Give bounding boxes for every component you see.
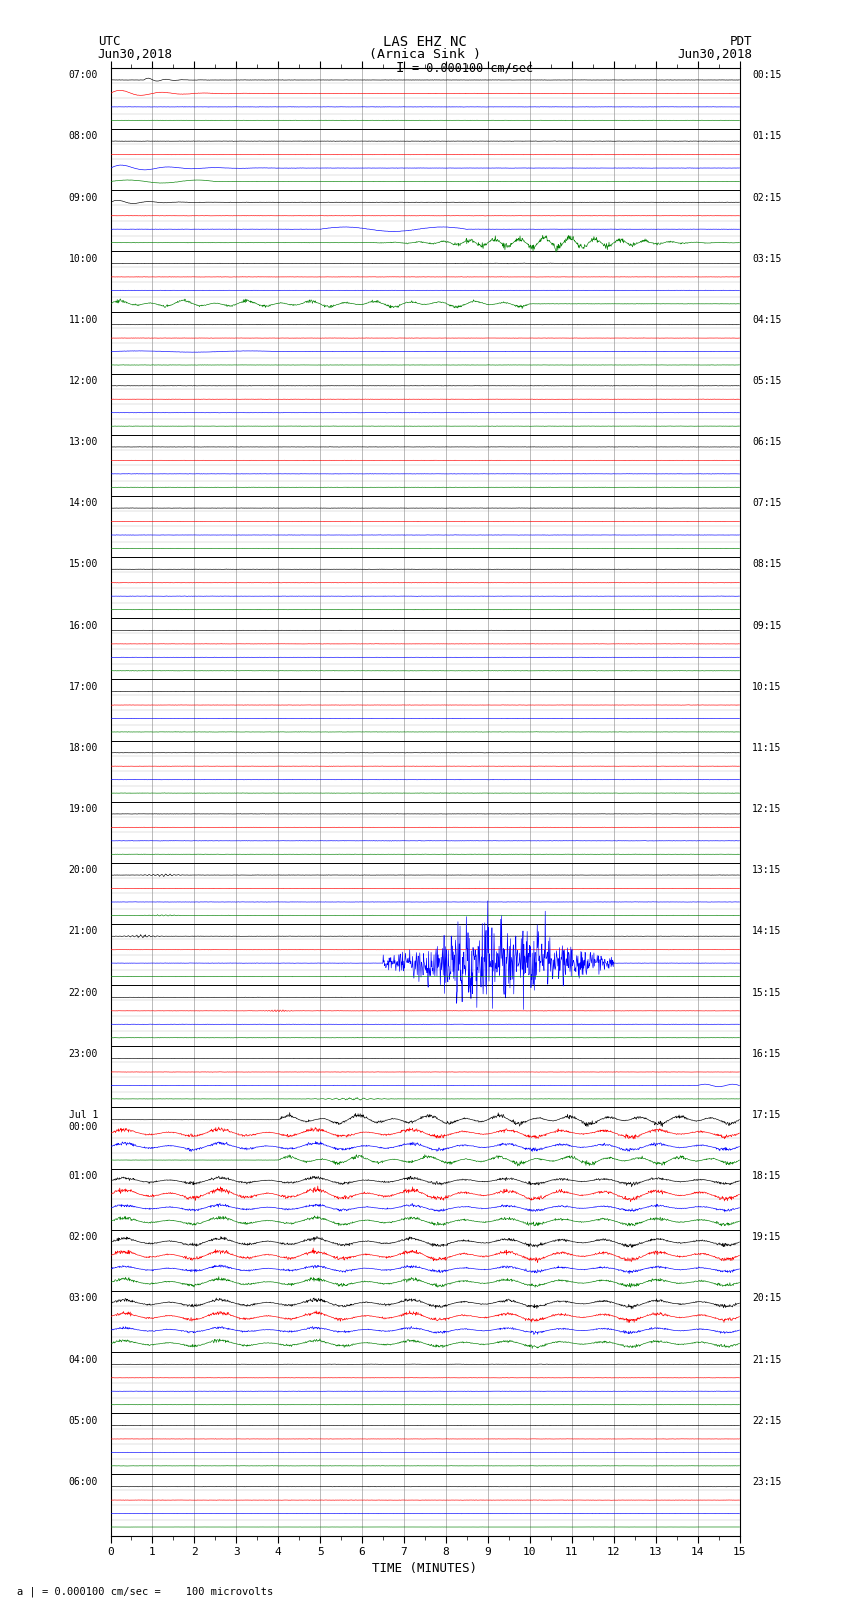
Text: 18:15: 18:15	[752, 1171, 781, 1181]
Text: 15:15: 15:15	[752, 987, 781, 997]
Text: 05:15: 05:15	[752, 376, 781, 386]
Text: UTC: UTC	[98, 35, 120, 48]
Text: 01:00: 01:00	[69, 1171, 98, 1181]
Text: 20:15: 20:15	[752, 1294, 781, 1303]
Text: 18:00: 18:00	[69, 744, 98, 753]
Text: 17:15: 17:15	[752, 1110, 781, 1119]
Text: 16:00: 16:00	[69, 621, 98, 631]
Text: 11:00: 11:00	[69, 315, 98, 324]
Text: Jun30,2018: Jun30,2018	[677, 48, 752, 61]
Text: 22:15: 22:15	[752, 1416, 781, 1426]
Text: 09:00: 09:00	[69, 192, 98, 203]
Text: 11:15: 11:15	[752, 744, 781, 753]
Text: 13:00: 13:00	[69, 437, 98, 447]
Text: 14:00: 14:00	[69, 498, 98, 508]
Text: 21:15: 21:15	[752, 1355, 781, 1365]
Text: = 0.000100 cm/sec: = 0.000100 cm/sec	[412, 61, 534, 74]
Text: 20:00: 20:00	[69, 865, 98, 876]
Text: 08:15: 08:15	[752, 560, 781, 569]
Text: 23:00: 23:00	[69, 1048, 98, 1058]
Text: 07:15: 07:15	[752, 498, 781, 508]
Text: 19:00: 19:00	[69, 805, 98, 815]
Text: 15:00: 15:00	[69, 560, 98, 569]
Text: 22:00: 22:00	[69, 987, 98, 997]
Text: I: I	[395, 61, 404, 76]
Text: 05:00: 05:00	[69, 1416, 98, 1426]
Text: LAS EHZ NC: LAS EHZ NC	[383, 35, 467, 50]
Text: 07:00: 07:00	[69, 71, 98, 81]
Text: Jul 1
00:00: Jul 1 00:00	[69, 1110, 98, 1131]
Text: 10:15: 10:15	[752, 682, 781, 692]
Text: 08:00: 08:00	[69, 131, 98, 142]
Text: 03:00: 03:00	[69, 1294, 98, 1303]
Text: 14:15: 14:15	[752, 926, 781, 937]
Text: 12:00: 12:00	[69, 376, 98, 386]
Text: 17:00: 17:00	[69, 682, 98, 692]
Text: 06:00: 06:00	[69, 1478, 98, 1487]
Text: 10:00: 10:00	[69, 253, 98, 263]
X-axis label: TIME (MINUTES): TIME (MINUTES)	[372, 1561, 478, 1574]
Text: 12:15: 12:15	[752, 805, 781, 815]
Text: PDT: PDT	[730, 35, 752, 48]
Text: 06:15: 06:15	[752, 437, 781, 447]
Text: 02:00: 02:00	[69, 1232, 98, 1242]
Text: 13:15: 13:15	[752, 865, 781, 876]
Text: 02:15: 02:15	[752, 192, 781, 203]
Text: (Arnica Sink ): (Arnica Sink )	[369, 48, 481, 61]
Text: 21:00: 21:00	[69, 926, 98, 937]
Text: a | = 0.000100 cm/sec =    100 microvolts: a | = 0.000100 cm/sec = 100 microvolts	[17, 1586, 273, 1597]
Text: 09:15: 09:15	[752, 621, 781, 631]
Text: 04:15: 04:15	[752, 315, 781, 324]
Text: 03:15: 03:15	[752, 253, 781, 263]
Text: 04:00: 04:00	[69, 1355, 98, 1365]
Text: 19:15: 19:15	[752, 1232, 781, 1242]
Text: 23:15: 23:15	[752, 1478, 781, 1487]
Text: 16:15: 16:15	[752, 1048, 781, 1058]
Text: Jun30,2018: Jun30,2018	[98, 48, 173, 61]
Text: 01:15: 01:15	[752, 131, 781, 142]
Text: 00:15: 00:15	[752, 71, 781, 81]
